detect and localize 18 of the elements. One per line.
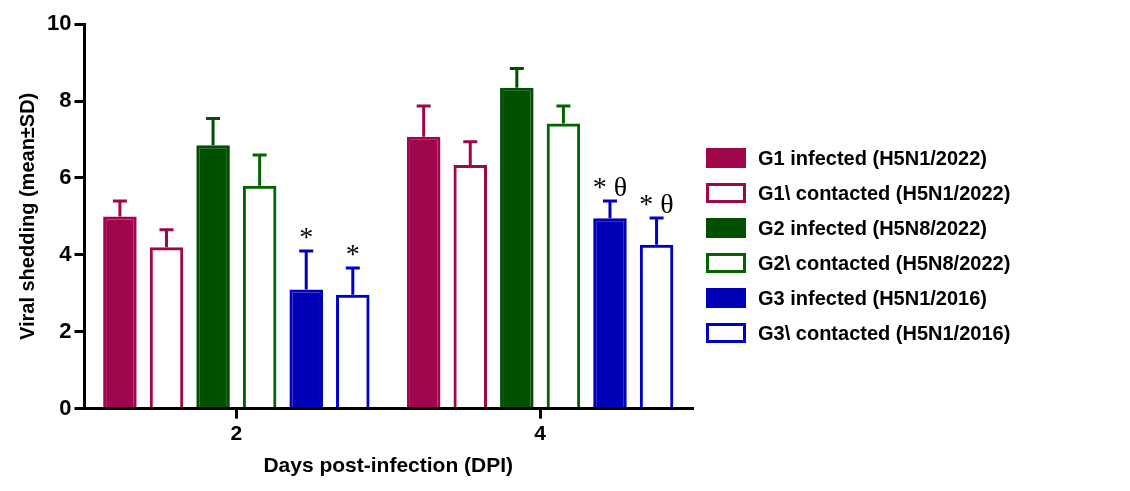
data-label: * θ	[639, 188, 674, 220]
legend-label: G3 infected (H5N1/2016)	[758, 286, 987, 310]
y-axis-title: Viral shedding (mean±SD)	[15, 92, 38, 341]
legend-label: G2\ contacted (H5N8/2022)	[758, 251, 1011, 275]
y-tick-label: 4	[59, 240, 73, 266]
legend-label: G1 infected (H5N1/2022)	[758, 146, 987, 170]
x-axis-title: Days post-infection (DPI)	[263, 453, 514, 477]
y-tick-label: 0	[59, 394, 72, 420]
data-label: *	[345, 238, 360, 270]
y-tick-label: 10	[46, 10, 72, 36]
data-label: *	[299, 221, 314, 253]
data-label: * θ	[592, 171, 628, 203]
y-tick-label: 6	[59, 164, 72, 190]
y-tick-label: 2	[59, 317, 72, 343]
y-tick-label: 8	[59, 87, 72, 113]
legend-label: G3\ contacted (H5N1/2016)	[758, 321, 1011, 345]
legend-label: G1\ contacted (H5N1/2022)	[758, 181, 1011, 205]
legend-label: G2 infected (H5N8/2022)	[758, 216, 987, 240]
